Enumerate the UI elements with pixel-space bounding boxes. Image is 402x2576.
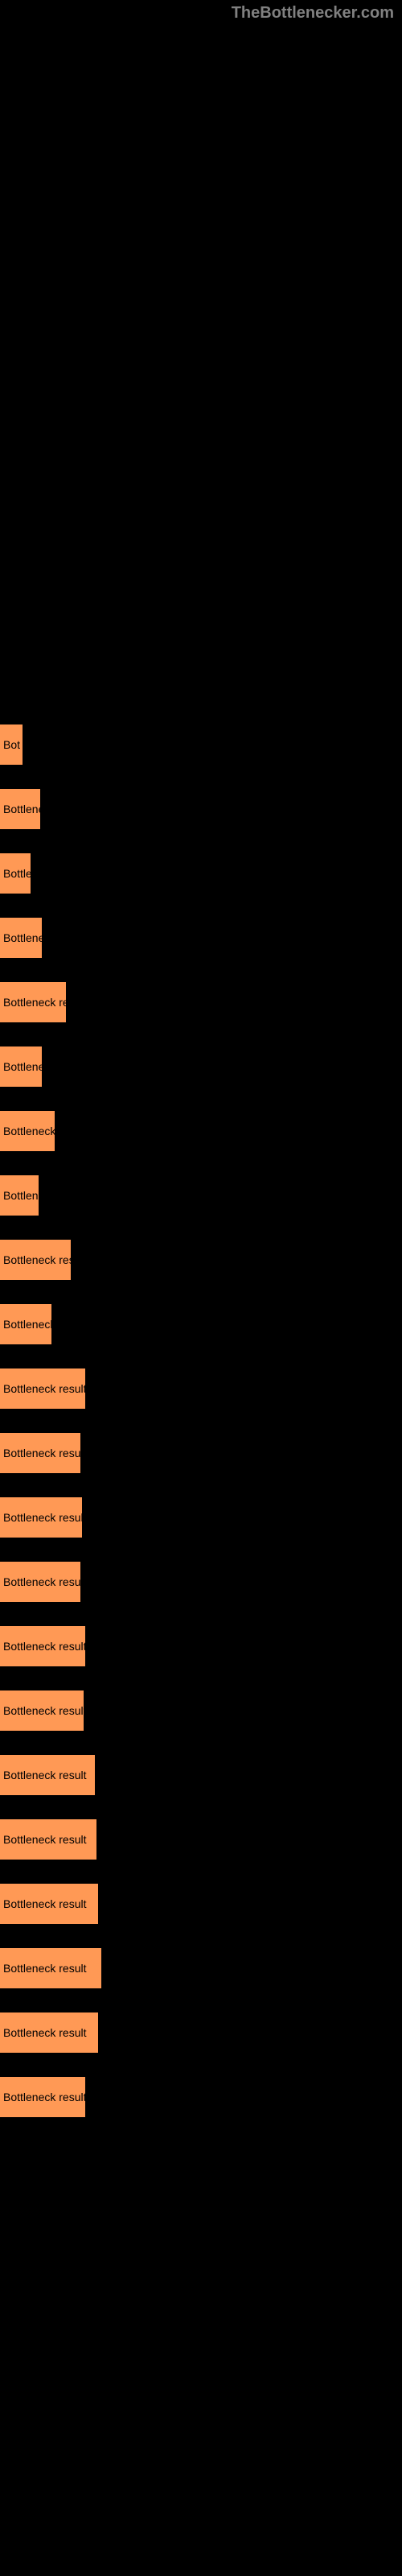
bar-row: Bottleneck result [0,1497,402,1538]
bar-12: Bottleneck result [0,1497,82,1538]
watermark-text: TheBottlenecker.com [232,4,394,23]
bar-16: Bottleneck result [0,1755,95,1795]
bar-row: Bottleneck result [0,1433,402,1473]
bar-2: Bottle [0,853,31,894]
bar-row: Bottlene [0,1046,402,1087]
bar-row: Bottleneck result [0,1755,402,1795]
bar-row: Bottlene [0,1175,402,1216]
bar-1: Bottlene [0,789,40,829]
bar-row: Bottleneck result [0,1562,402,1602]
bar-row: Bottleneck result [0,1948,402,1988]
bar-row: Bot [0,724,402,765]
bar-7: Bottlene [0,1175,39,1216]
bar-row: Bottlene [0,918,402,958]
bar-21: Bottleneck result [0,2077,85,2117]
bar-20: Bottleneck result [0,2013,98,2053]
bar-19: Bottleneck result [0,1948,101,1988]
bar-row: Bottleneck result [0,1368,402,1409]
bar-13: Bottleneck result [0,1562,80,1602]
bar-row: Bottleneck re [0,982,402,1022]
bar-3: Bottlene [0,918,42,958]
bar-8: Bottleneck res [0,1240,71,1280]
bar-row: Bottle [0,853,402,894]
bar-4: Bottleneck re [0,982,66,1022]
bar-row: Bottleneck result [0,2013,402,2053]
bar-6: Bottleneck [0,1111,55,1151]
bar-row: Bottleneck result [0,1690,402,1731]
bar-17: Bottleneck result [0,1819,96,1860]
bar-9: Bottleneck [0,1304,51,1344]
bar-row: Bottleneck res [0,1240,402,1280]
bar-row: Bottleneck [0,1111,402,1151]
bar-10: Bottleneck result [0,1368,85,1409]
bar-row: Bottleneck result [0,1819,402,1860]
bar-11: Bottleneck result [0,1433,80,1473]
bar-15: Bottleneck result [0,1690,84,1731]
bar-row: Bottlene [0,789,402,829]
bar-row: Bottleneck result [0,2077,402,2117]
bar-18: Bottleneck result [0,1884,98,1924]
bar-14: Bottleneck result [0,1626,85,1666]
bar-0: Bot [0,724,23,765]
bar-row: Bottleneck result [0,1626,402,1666]
bar-5: Bottlene [0,1046,42,1087]
bar-chart: Bot Bottlene Bottle Bottlene Bottleneck … [0,0,402,2182]
bar-row: Bottleneck [0,1304,402,1344]
bar-row: Bottleneck result [0,1884,402,1924]
